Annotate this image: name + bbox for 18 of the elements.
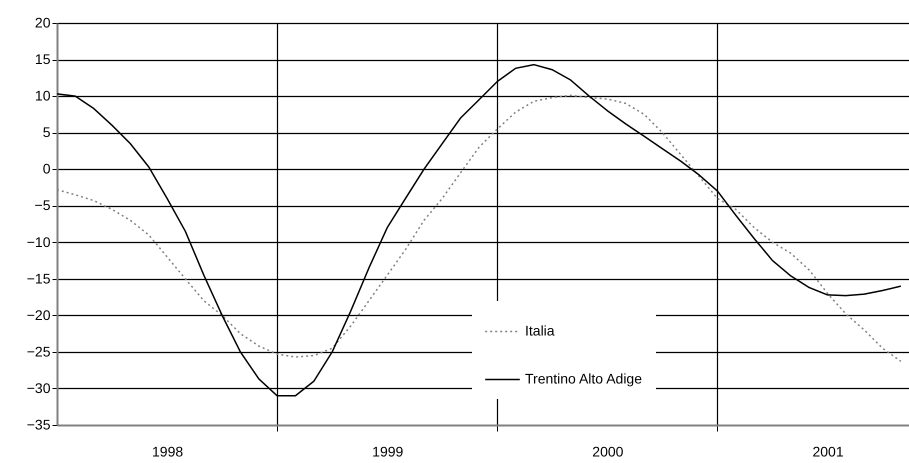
y-tick-label: −35 <box>26 416 51 432</box>
x-tick-label: 2000 <box>592 444 624 460</box>
y-tick-label: −25 <box>26 343 51 360</box>
y-tick-label: 20 <box>34 14 51 30</box>
y-tick-label: 15 <box>34 51 51 68</box>
legend-label: Trentino Alto Adige <box>525 370 642 386</box>
y-tick-label: −15 <box>26 270 51 286</box>
x-tick-label: 1998 <box>152 444 184 460</box>
y-tick-label: 10 <box>34 88 51 104</box>
y-tick-label: 0 <box>42 160 51 177</box>
y-tick-label: −5 <box>34 197 51 214</box>
y-tick-label: −30 <box>26 380 51 396</box>
y-tick-label: 5 <box>42 124 51 140</box>
y-tick-label: −20 <box>26 306 51 323</box>
x-tick-label: 2001 <box>812 444 844 460</box>
y-tick-label: −10 <box>26 234 51 250</box>
x-tick-label: 1999 <box>372 444 404 460</box>
legend-label: Italia <box>525 322 555 338</box>
